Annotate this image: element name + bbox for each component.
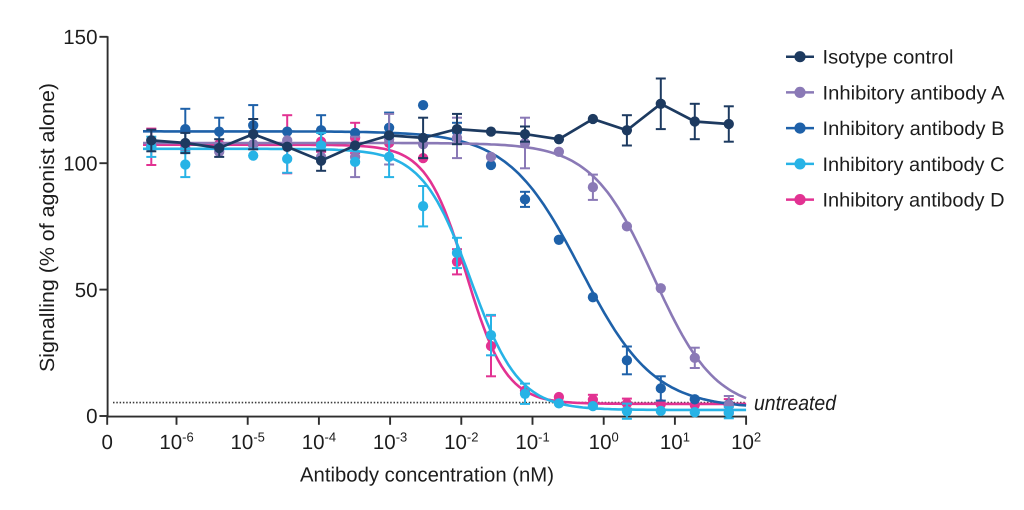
svg-text:Inhibitory antibody B: Inhibitory antibody B <box>823 118 1005 140</box>
svg-text:0: 0 <box>86 405 97 428</box>
svg-text:Isotype control: Isotype control <box>823 47 954 69</box>
svg-text:Signalling (% of agonist alone: Signalling (% of agonist alone) <box>36 83 59 372</box>
svg-text:150: 150 <box>63 26 97 49</box>
svg-text:Inhibitory antibody D: Inhibitory antibody D <box>823 190 1005 212</box>
svg-text:Inhibitory antibody A: Inhibitory antibody A <box>823 82 1006 104</box>
svg-text:Inhibitory antibody C: Inhibitory antibody C <box>823 154 1005 176</box>
svg-text:untreated: untreated <box>754 392 837 415</box>
svg-text:0: 0 <box>101 431 112 454</box>
svg-text:100: 100 <box>63 152 97 175</box>
svg-text:Antibody concentration (nM): Antibody concentration (nM) <box>300 464 554 487</box>
svg-text:50: 50 <box>75 279 98 302</box>
svg-text:10-5: 10-5 <box>231 430 265 454</box>
